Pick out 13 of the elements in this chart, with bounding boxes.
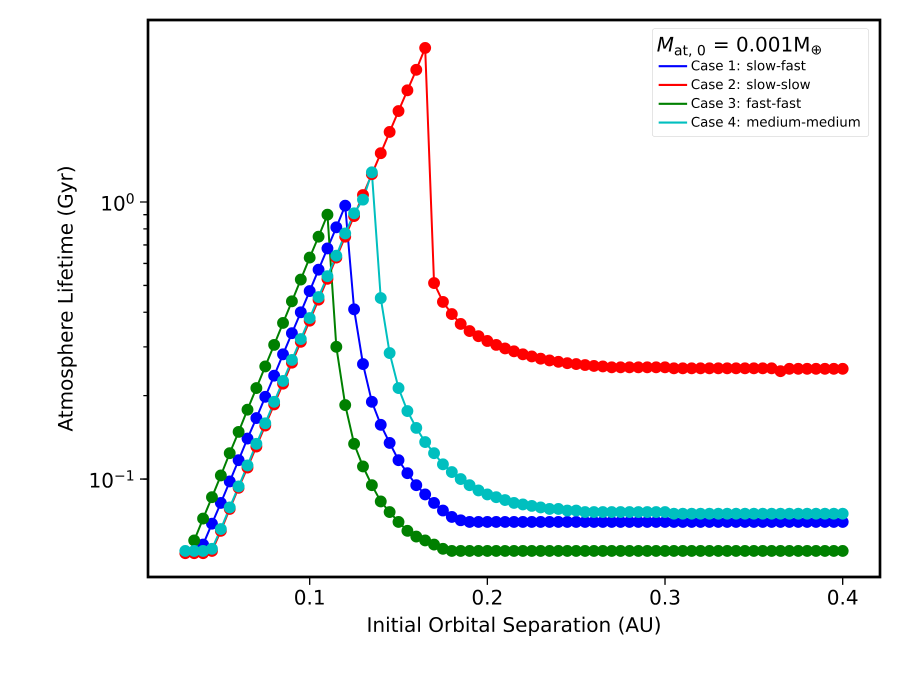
legend-title: M$_{at, 0}$ = 0.001M$_{⊕}$ (657, 36, 821, 57)
x-tick-label: 0.1 (295, 590, 324, 605)
legend-label: Case 4: medium-medium (692, 116, 860, 127)
x-tick-label: 0.2 (472, 590, 502, 605)
y-axis-title: Atmosphere Lifetime (Gyr) (57, 167, 77, 432)
x-axis-title: Initial Orbital Separation (AU) (368, 616, 660, 636)
x-tick-label: 0.3 (650, 590, 680, 605)
y-tick-label: 10$^{0}$ (102, 193, 134, 211)
x-tick-label: 0.4 (828, 590, 858, 605)
y-tick-label: 10$^{−1}$ (90, 470, 134, 488)
legend-label: Case 1: slow-fast (692, 60, 806, 70)
legend-label: Case 3: fast-fast (692, 98, 801, 108)
legend-label: Case 2: slow-slow (692, 78, 810, 90)
